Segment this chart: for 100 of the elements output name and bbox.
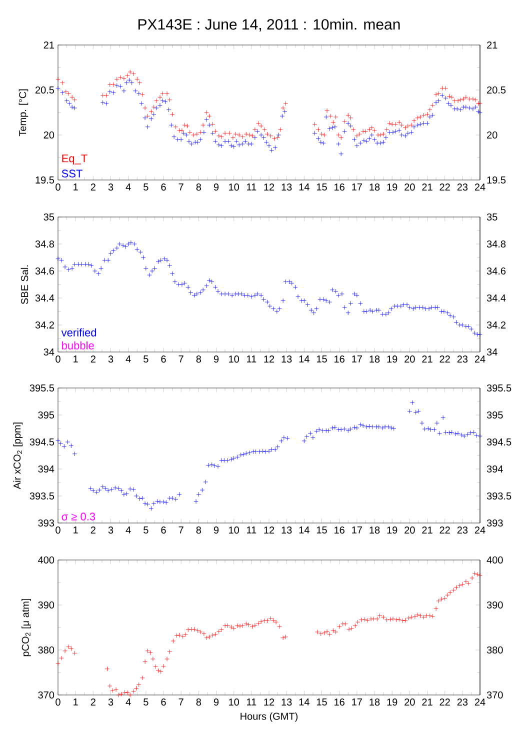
x-tick-label: 14	[299, 698, 310, 706]
x-tick-label: 2	[90, 526, 96, 534]
x-tick-label: 15	[316, 356, 327, 363]
y2-tick-label: 20.5	[487, 86, 506, 94]
y-tick-label: 34.8	[35, 240, 54, 248]
x-tick-label: 4	[126, 698, 131, 706]
y-tick-label: 34	[44, 348, 54, 356]
x-tick-label: 19	[387, 526, 398, 534]
x-axis-title: Hours (GMT)	[240, 712, 298, 722]
y-tick-label: 393.5	[30, 492, 54, 500]
y2-tick-label: 34.2	[486, 321, 506, 329]
y-tick-label: 35	[44, 213, 54, 221]
x-tick-label: 17	[352, 184, 362, 190]
x-tick-label: 18	[370, 356, 380, 363]
x-tick-label: 13	[282, 184, 292, 191]
y2-tick-label: 390	[486, 601, 503, 609]
x-tick-label: 20	[404, 526, 415, 534]
x-tick-label: 5	[144, 698, 148, 706]
text: SST	[62, 170, 82, 178]
x-tick-label: 19	[387, 356, 398, 363]
x-tick-label: 4	[126, 526, 131, 534]
y2-tick-label: 34.6	[486, 267, 506, 275]
x-tick-label: 17	[352, 698, 362, 706]
y-tick-label: 34.6	[35, 267, 54, 275]
x-tick-label: 13	[282, 698, 292, 706]
x-tick-label: 12	[264, 184, 274, 191]
y-tick-label: 390	[38, 601, 54, 609]
x-tick-label: 16	[334, 698, 344, 706]
y-tick-label: 34.2	[35, 321, 54, 329]
x-tick-label: 21	[422, 698, 432, 706]
y2-tick-label: 370	[486, 691, 503, 699]
x-tick-label: 3	[108, 356, 114, 363]
x-tick-label: 1	[74, 698, 78, 706]
y-tick-label: 19.5	[36, 176, 54, 184]
x-tick-label: 2	[90, 356, 96, 363]
x-tick-label: 19	[387, 698, 398, 706]
y-tick-label: 21	[44, 42, 54, 48]
x-tick-label: 15	[316, 184, 327, 191]
y-tick-label: 20	[44, 131, 54, 139]
y2-tick-label: 35	[486, 213, 498, 221]
x-tick-label: 3	[108, 698, 114, 706]
x-tick-label: 7	[178, 698, 184, 706]
x-tick-label: 18	[370, 184, 380, 191]
x-tick-label: 24	[474, 698, 486, 706]
x-tick-label: 22	[440, 698, 450, 706]
x-tick-label: 23	[457, 356, 468, 363]
x-tick-label: 2	[90, 698, 96, 706]
x-tick-label: 16	[334, 184, 344, 191]
y2-tick-label: 380	[486, 646, 503, 654]
y-tick-label: 395	[38, 411, 54, 419]
x-tick-label: 23	[457, 184, 468, 191]
x-tick-label: 20	[404, 184, 415, 191]
x-tick-label: 4	[126, 356, 131, 362]
x-tick-label: 24	[474, 526, 486, 534]
x-tick-label: 11	[246, 184, 256, 190]
x-tick-label: 23	[457, 526, 468, 534]
x-tick-label: 11	[246, 526, 256, 534]
x-tick-label: 3	[108, 184, 114, 191]
legend-label: σ ≥ 0.3	[62, 512, 96, 520]
y2-tick-label: 19.5	[487, 176, 506, 184]
y-tick-label: 380	[38, 646, 54, 654]
x-tick-label: 12	[264, 356, 274, 363]
y2-tick-label: 34.8	[486, 240, 506, 248]
x-tick-label: 14	[299, 356, 310, 362]
x-tick-label: 0	[56, 526, 60, 534]
y2-tick-label: 393.5	[486, 492, 512, 500]
x-tick-label: 10	[229, 356, 240, 363]
x-tick-label: 8	[196, 356, 202, 363]
x-tick-label: 5	[144, 526, 148, 534]
x-tick-label: 12	[264, 698, 274, 706]
x-tick-label: 4	[126, 184, 131, 190]
x-tick-label: 0	[56, 184, 60, 191]
x-tick-label: 11	[246, 698, 256, 706]
x-tick-label: 17	[352, 356, 362, 362]
x-tick-label: 22	[440, 526, 450, 534]
x-tick-label: 8	[196, 184, 202, 191]
x-tick-label: 0	[56, 698, 60, 706]
x-tick-label: 18	[370, 698, 380, 706]
x-tick-label: 3	[108, 526, 114, 534]
x-tick-label: 13	[282, 526, 292, 534]
x-tick-label: 24	[474, 356, 486, 363]
x-tick-label: 1	[74, 184, 78, 190]
x-tick-label: 6	[161, 356, 166, 363]
y2-tick-label: 34	[486, 348, 498, 356]
x-tick-label: 21	[422, 356, 432, 363]
y2-tick-label: 394.5	[486, 438, 512, 446]
text: verified	[61, 328, 96, 336]
x-tick-label: 1	[74, 356, 78, 362]
x-tick-label: 15	[316, 526, 327, 534]
y-axis-title: Temp. [°C]	[18, 89, 28, 136]
x-tick-label: 1	[74, 526, 78, 534]
x-tick-label: 7	[178, 356, 184, 362]
x-tick-label: 12	[264, 526, 274, 534]
x-tick-label: 6	[161, 526, 166, 534]
y-axis-title: SBE Sal.	[20, 265, 28, 304]
x-tick-label: 15	[316, 698, 327, 706]
x-tick-label: 10	[229, 526, 240, 534]
x-tick-label: 9	[214, 526, 219, 534]
x-tick-label: 9	[214, 698, 219, 706]
legend-label: bubble	[62, 341, 94, 350]
